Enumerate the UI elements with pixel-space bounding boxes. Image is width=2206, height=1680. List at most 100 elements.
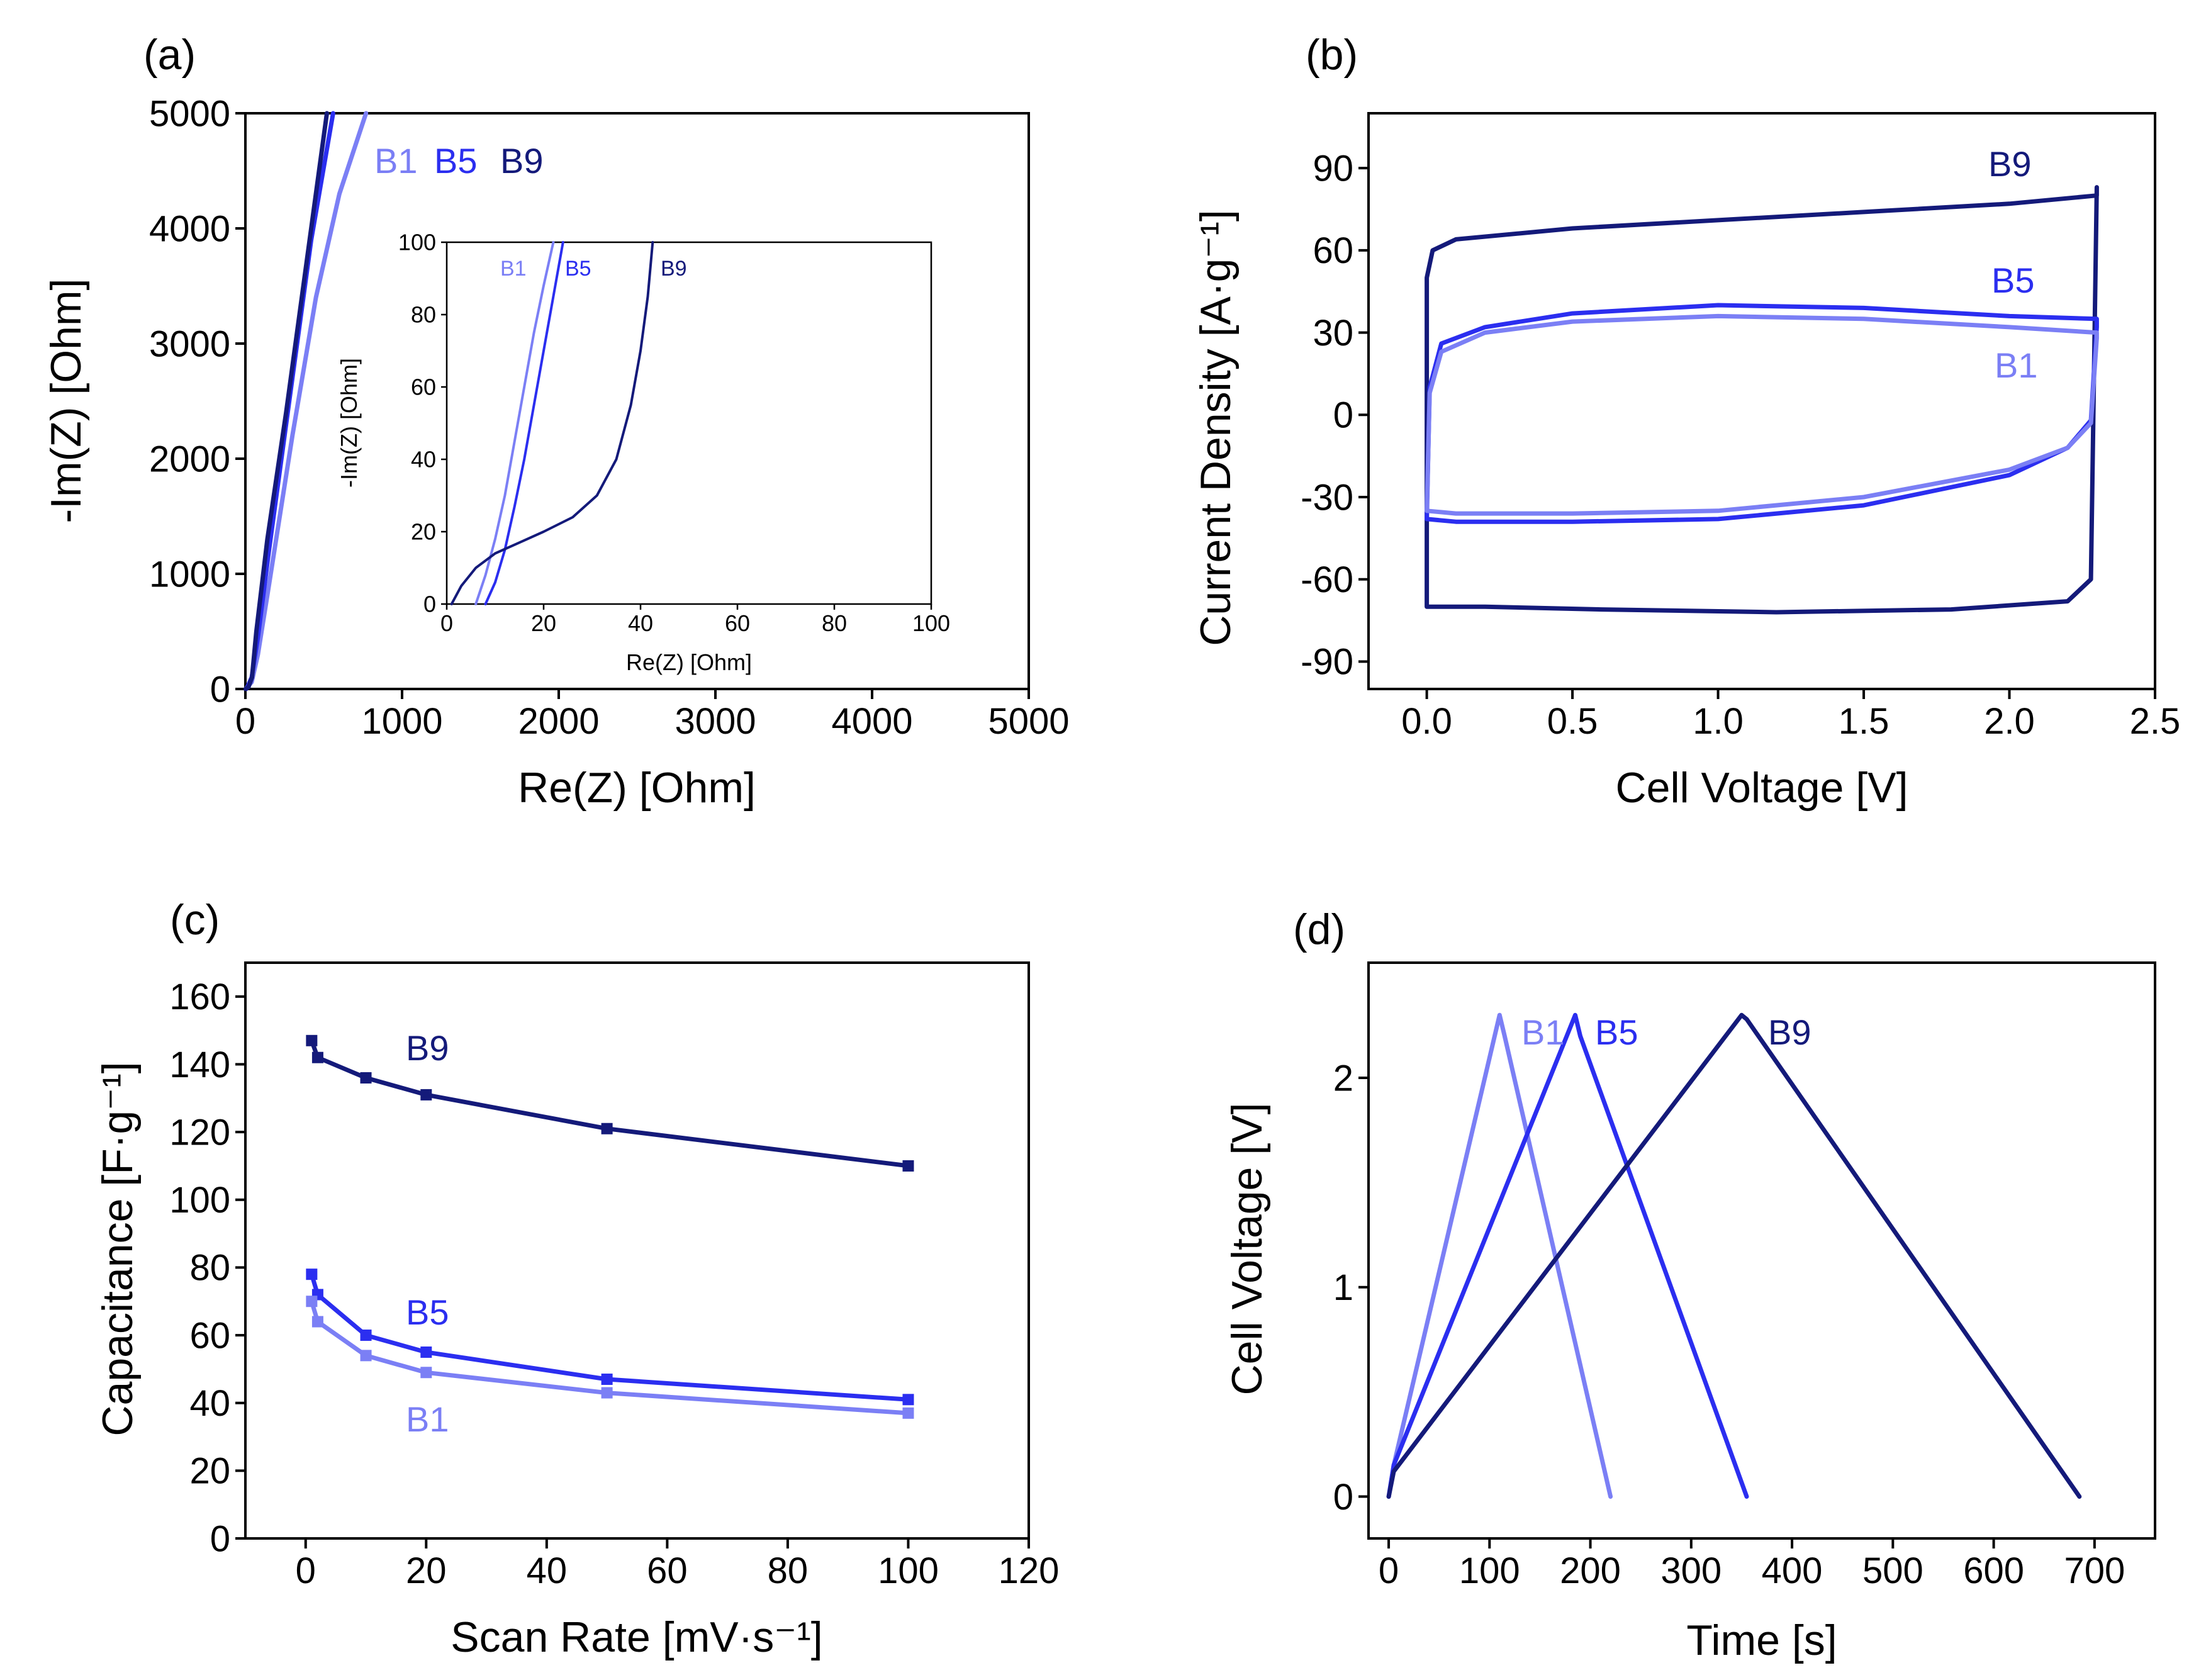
y-tick-label: 2 — [1333, 1058, 1353, 1099]
legend-b1-d: B1 — [1521, 1012, 1565, 1052]
data-point-b5 — [360, 1330, 372, 1341]
x-axis-title-a: Re(Z) [Ohm] — [518, 764, 756, 812]
data-point-b9 — [902, 1160, 914, 1172]
series-lines-a — [243, 111, 369, 692]
y-tick-label: 100 — [398, 230, 436, 255]
y-tick-label: 0 — [1333, 395, 1353, 436]
y-tick-label: 0 — [1333, 1477, 1353, 1518]
x-tick-label: 0 — [1379, 1550, 1399, 1591]
x-tick-label: 3000 — [675, 701, 756, 742]
y-axis-title-a: -Im(Z) [Ohm] — [42, 278, 90, 523]
series-line-b1 — [474, 241, 555, 605]
y-tick-label: 40 — [189, 1383, 230, 1424]
inset-label-b5: B5 — [565, 257, 591, 281]
y-tick-label: 4000 — [149, 208, 230, 249]
x-axis-title-c: Scan Rate [mV·s⁻¹] — [451, 1613, 822, 1661]
y-tick-label: -90 — [1301, 642, 1353, 683]
data-point-b1 — [360, 1350, 372, 1362]
y-tick-label: 120 — [169, 1112, 230, 1153]
x-tick-label: 300 — [1660, 1550, 1722, 1591]
x-ticks-b: 0.0 0.5 1.0 1.5 2.0 2.5 — [1401, 689, 2180, 742]
inset-x-axis-title-a: Re(Z) [Ohm] — [626, 649, 752, 675]
panel-a: (a) 0 1000 2000 3000 4000 5000 01000200030004… — [42, 31, 1070, 812]
x-tick-label: 100 — [878, 1550, 939, 1591]
data-point-b9 — [360, 1072, 372, 1084]
y-tick-label: 5000 — [149, 93, 230, 134]
y-tick-label: 140 — [169, 1044, 230, 1085]
x-tick-label: 40 — [628, 610, 653, 636]
data-point-b1 — [311, 1316, 323, 1328]
x-tick-label: 700 — [2064, 1550, 2125, 1591]
series-line-b5 — [1425, 303, 2099, 524]
legend-b1-a: B1 — [374, 141, 418, 181]
legend-b1-b: B1 — [1995, 345, 2038, 385]
y-tick-label: 1 — [1333, 1267, 1353, 1308]
data-point-b9 — [420, 1089, 432, 1100]
data-point-b1 — [902, 1407, 914, 1419]
x-tick-label: 0.0 — [1401, 701, 1452, 742]
y-ticks-a: 0 1000 2000 3000 4000 5000 — [149, 93, 245, 710]
legend-b5-a: B5 — [434, 141, 478, 181]
data-point-b5 — [601, 1374, 613, 1386]
inset-y-axis-title-a: -Im(Z) [Ohm] — [336, 358, 362, 488]
x-ticks-d: 0 100 200 300 400 500 600 700 — [1379, 1538, 2125, 1591]
x-tick-label: 2000 — [518, 701, 599, 742]
x-axis-title-d: Time [s] — [1686, 1616, 1837, 1664]
x-tick-label: 500 — [1862, 1550, 1923, 1591]
data-point-b1 — [601, 1387, 613, 1399]
x-tick-label: 0 — [440, 610, 453, 636]
data-point-b5 — [306, 1268, 318, 1280]
inset-frame-a — [445, 241, 932, 605]
data-point-b1 — [420, 1367, 432, 1379]
x-tick-label: 40 — [527, 1550, 568, 1591]
y-tick-label: 60 — [189, 1315, 230, 1356]
x-tick-label: 1.5 — [1839, 701, 1890, 742]
y-tick-label: 60 — [411, 374, 436, 400]
y-tick-label: 30 — [1313, 313, 1353, 354]
panel-label-b: (b) — [1306, 31, 1358, 79]
y-tick-label: 100 — [169, 1180, 230, 1221]
y-tick-label: 80 — [411, 302, 436, 328]
data-point-b5 — [902, 1394, 914, 1406]
data-point-b1 — [306, 1296, 318, 1308]
data-point-b9 — [311, 1051, 323, 1063]
x-axis-title-b: Cell Voltage [V] — [1616, 764, 1908, 812]
series-line-b9 — [309, 1038, 910, 1168]
y-ticks-d: 0 1 2 — [1333, 1058, 1369, 1518]
y-tick-label: 20 — [411, 519, 436, 545]
series-line-b9 — [1425, 185, 2099, 615]
y-tick-label: 0 — [210, 1518, 230, 1559]
x-tick-label: 600 — [1963, 1550, 2024, 1591]
series-line-b1 — [1386, 1012, 1613, 1499]
plot-frame-b — [1367, 112, 2156, 690]
x-tick-label: 2.0 — [1984, 701, 2035, 742]
x-tick-label: 120 — [999, 1550, 1060, 1591]
x-tick-label: 1000 — [361, 701, 442, 742]
y-tick-label: 80 — [189, 1248, 230, 1289]
x-tick-label: 20 — [531, 610, 556, 636]
y-ticks-b: -90 -60 -30 0 30 60 90 — [1301, 148, 1369, 683]
series-lines-d — [1386, 1012, 2082, 1499]
x-tick-label: 2.5 — [2130, 701, 2181, 742]
y-tick-label: -60 — [1301, 559, 1353, 600]
x-tick-label: 0 — [235, 701, 255, 742]
inset-label-b9: B9 — [661, 257, 687, 281]
data-point-b9 — [601, 1123, 613, 1134]
y-tick-label: 0 — [423, 591, 436, 617]
y-axis-title-b: Current Density [A·g⁻¹] — [1192, 210, 1240, 646]
legend-b9-b: B9 — [1988, 144, 2032, 184]
x-tick-label: 60 — [647, 1550, 688, 1591]
legend-b5-b: B5 — [1991, 260, 2035, 300]
panel-d: (d) 0 100 200 300 400 500 600 700 012 Time [s] … — [1223, 905, 2156, 1664]
y-tick-label: 20 — [189, 1451, 230, 1492]
x-tick-label: 80 — [768, 1550, 809, 1591]
y-tick-label: 90 — [1313, 148, 1353, 189]
panel-label-c: (c) — [170, 896, 220, 944]
y-ticks-c: 0 20 40 60 80 100 120 140 160 — [169, 977, 245, 1559]
x-tick-label: 100 — [1459, 1550, 1520, 1591]
y-axis-title-c: Capacitance [F·g⁻¹] — [94, 1061, 142, 1436]
x-tick-label: 4000 — [831, 701, 912, 742]
y-tick-label: 160 — [169, 977, 230, 1017]
y-tick-label: 60 — [1313, 230, 1353, 271]
